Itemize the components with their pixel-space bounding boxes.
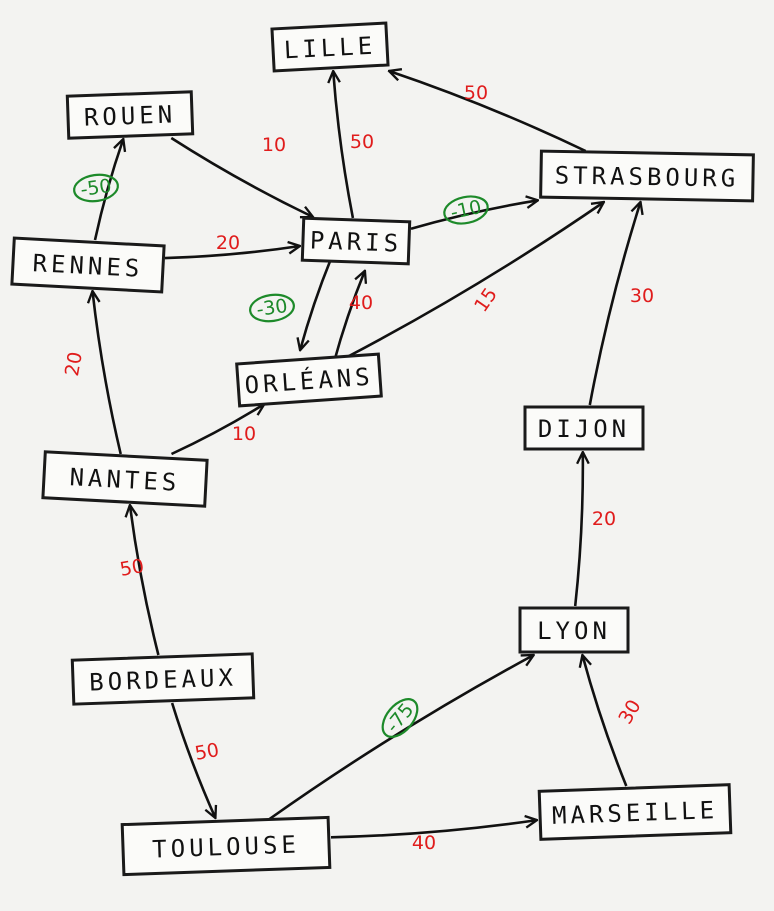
node-label: LYON bbox=[537, 617, 611, 645]
edge-weight-strasbourg-to-lille: 50 bbox=[464, 82, 488, 104]
node-nantes: NANTES bbox=[41, 450, 209, 508]
edge-nantes-to-orleans bbox=[170, 404, 265, 456]
node-paris: PARIS bbox=[300, 216, 412, 266]
edge-weight-bordeaux-to-nantes: 50 bbox=[118, 555, 146, 581]
edge-paris-to-lille bbox=[333, 71, 355, 219]
node-box bbox=[537, 783, 733, 841]
edge-weight-dijon-to-strasbourg: 30 bbox=[630, 285, 654, 307]
node-label: LILLE bbox=[283, 32, 377, 65]
edge-weight-paris-to-orleans: -30 bbox=[249, 293, 295, 323]
edge-weight-paris-to-strasbourg: -10 bbox=[443, 195, 489, 225]
edge-weight-label: -30 bbox=[255, 295, 289, 321]
weights-layer: 10 -50 20 50 50 -10 -30 40 15 20 10 50 50 -75 40 30 20 30 bbox=[61, 82, 654, 854]
node-label: TOULOUSE bbox=[152, 830, 300, 863]
negative-weight-circle bbox=[73, 173, 119, 203]
edge-weight-label: 20 bbox=[216, 232, 240, 254]
edge-weight-paris-to-lille: 50 bbox=[350, 131, 374, 153]
edge-paris-to-strasbourg bbox=[410, 200, 538, 230]
negative-weight-circle bbox=[381, 698, 419, 738]
node-label: NANTES bbox=[69, 463, 181, 497]
edge-toulouse-to-lyon bbox=[268, 655, 534, 821]
node-lille: LILLE bbox=[270, 21, 390, 73]
edge-weight-label: 15 bbox=[470, 284, 502, 316]
node-label: MARSEILLE bbox=[552, 796, 719, 830]
node-strasbourg: STRASBOURG bbox=[539, 149, 755, 203]
edge-weight-nantes-to-rennes: 20 bbox=[61, 350, 87, 378]
node-dijon: DIJON bbox=[523, 405, 645, 451]
edge-weight-label: 10 bbox=[232, 423, 256, 445]
edge-weight-toulouse-to-lyon: -75 bbox=[381, 698, 419, 738]
edge-weight-label: 50 bbox=[350, 131, 374, 153]
node-box bbox=[523, 405, 645, 451]
edge-weight-lyon-to-dijon: 20 bbox=[592, 508, 616, 530]
edge-weight-nantes-to-orleans: 10 bbox=[232, 423, 256, 445]
node-label: ROUEN bbox=[83, 100, 176, 131]
edge-strasbourg-to-lille bbox=[389, 71, 587, 153]
edge-weight-label: 30 bbox=[614, 696, 645, 728]
edge-bordeaux-to-nantes bbox=[130, 505, 160, 656]
node-marseille: MARSEILLE bbox=[537, 783, 733, 841]
edge-weight-label: 20 bbox=[61, 350, 87, 378]
edge-weight-label: -50 bbox=[79, 175, 113, 201]
edge-toulouse-to-marseille bbox=[330, 820, 537, 839]
edge-nantes-to-rennes bbox=[93, 291, 122, 455]
edge-weight-label: 50 bbox=[464, 82, 488, 104]
node-box bbox=[70, 652, 256, 706]
edges-layer bbox=[93, 71, 641, 839]
node-label: BORDEAUX bbox=[89, 663, 237, 696]
edge-weight-rouen-to-paris: 10 bbox=[262, 134, 286, 156]
node-label: DIJON bbox=[538, 415, 630, 443]
node-box bbox=[235, 352, 383, 408]
edge-weight-bordeaux-to-toulouse: 50 bbox=[193, 739, 221, 765]
edge-orleans-to-strasbourg bbox=[346, 202, 604, 359]
edge-weight-label: 50 bbox=[193, 739, 221, 765]
edge-weight-label: 20 bbox=[592, 508, 616, 530]
edge-weight-label: 10 bbox=[262, 134, 286, 156]
edge-rennes-to-rouen bbox=[93, 139, 123, 241]
negative-weight-circle bbox=[443, 195, 489, 225]
edge-bordeaux-to-toulouse bbox=[170, 702, 215, 818]
node-rennes: RENNES bbox=[10, 236, 166, 294]
node-box bbox=[120, 815, 332, 877]
edge-weight-rennes-to-paris: 20 bbox=[216, 232, 240, 254]
node-box bbox=[41, 450, 209, 508]
edge-paris-to-orleans bbox=[300, 257, 333, 350]
edge-rennes-to-paris bbox=[164, 246, 300, 260]
negative-weight-circle bbox=[249, 293, 295, 323]
nodes-layer: LILLE ROUEN STRASBOURG RENNES PARIS ORLÉANS DI… bbox=[10, 21, 755, 877]
edge-weight-label: 30 bbox=[630, 285, 654, 307]
node-rouen: ROUEN bbox=[65, 90, 195, 140]
node-label: PARIS bbox=[309, 226, 402, 257]
node-box bbox=[10, 236, 166, 294]
node-label: RENNES bbox=[32, 249, 144, 283]
edge-weight-label: 50 bbox=[118, 555, 146, 581]
node-box bbox=[270, 21, 390, 73]
edge-rouen-to-paris bbox=[170, 136, 313, 217]
edge-orleans-to-paris bbox=[332, 271, 365, 364]
edge-weight-label: 40 bbox=[349, 292, 373, 314]
edge-weight-marseille-to-lyon: 30 bbox=[614, 696, 645, 728]
edge-weight-orleans-to-strasbourg: 15 bbox=[470, 284, 502, 316]
node-bordeaux: BORDEAUX bbox=[70, 652, 256, 706]
node-label: STRASBOURG bbox=[555, 161, 740, 192]
node-box bbox=[518, 606, 630, 654]
node-box bbox=[300, 216, 412, 266]
edge-marseille-to-lyon bbox=[582, 655, 628, 787]
edge-weight-label: -75 bbox=[382, 699, 419, 737]
edge-dijon-to-strasbourg bbox=[588, 202, 641, 406]
edge-weight-label: 40 bbox=[412, 832, 436, 854]
node-orleans: ORLÉANS bbox=[235, 352, 383, 408]
node-lyon: LYON bbox=[518, 606, 630, 654]
edge-weight-toulouse-to-marseille: 40 bbox=[412, 832, 436, 854]
node-toulouse: TOULOUSE bbox=[120, 815, 332, 877]
edge-lyon-to-dijon bbox=[573, 452, 583, 607]
node-box bbox=[65, 90, 195, 140]
edge-weight-orleans-to-paris: 40 bbox=[349, 292, 373, 314]
node-box bbox=[539, 149, 755, 203]
edge-weight-rennes-to-rouen: -50 bbox=[73, 173, 119, 203]
